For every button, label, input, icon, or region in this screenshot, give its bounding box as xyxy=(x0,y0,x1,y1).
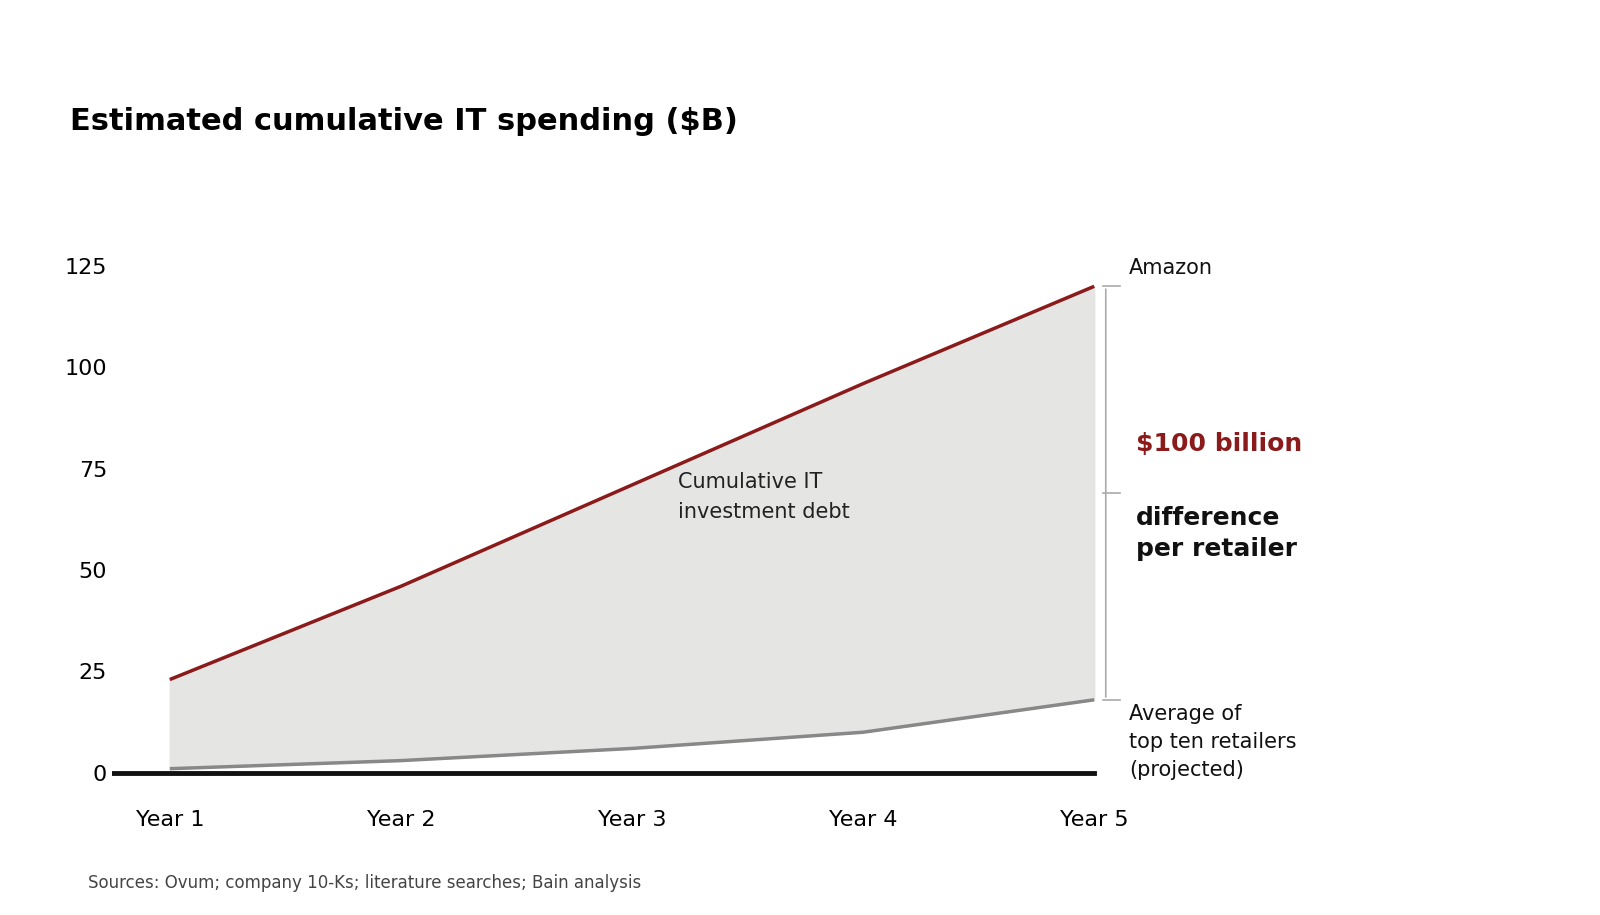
Text: difference
per retailer: difference per retailer xyxy=(1136,506,1298,562)
Text: Amazon: Amazon xyxy=(1130,258,1213,278)
Text: Cumulative IT
investment debt: Cumulative IT investment debt xyxy=(678,472,850,522)
Text: $100 billion: $100 billion xyxy=(1136,433,1302,457)
Text: Average of
top ten retailers
(projected): Average of top ten retailers (projected) xyxy=(1130,704,1296,780)
Text: Estimated cumulative IT spending ($B): Estimated cumulative IT spending ($B) xyxy=(70,107,738,136)
Text: Sources: Ovum; company 10-Ks; literature searches; Bain analysis: Sources: Ovum; company 10-Ks; literature… xyxy=(88,874,642,892)
